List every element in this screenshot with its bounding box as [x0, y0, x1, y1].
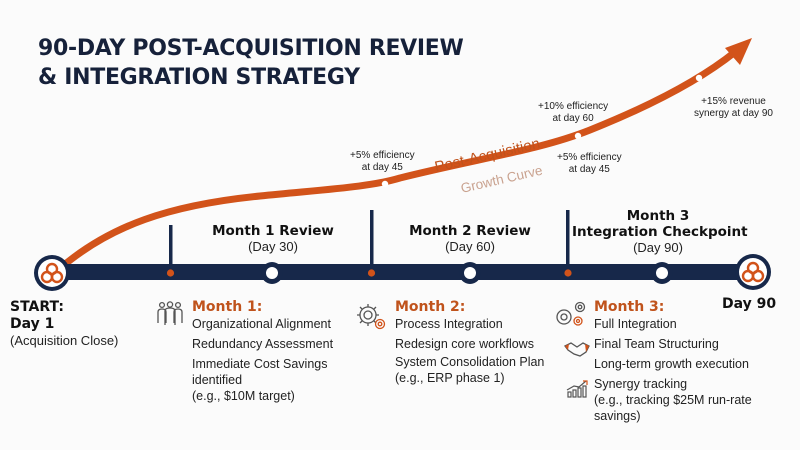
gears-icon	[357, 304, 386, 330]
milestone-month3-checkpoint: Month 3 Integration Checkpoint (Day 90)	[572, 208, 748, 255]
handshake-icon	[564, 342, 590, 357]
month1-panel: Month 1: Organizational Alignment Redund…	[192, 299, 333, 404]
month3-item: (e.g., tracking $25M run-rate	[594, 393, 752, 407]
timeline-track	[60, 264, 750, 280]
month1-heading: Month 1:	[192, 299, 263, 315]
month2-heading: Month 2:	[395, 299, 466, 315]
growth-chart-icon	[566, 380, 588, 398]
month1-item: Immediate Cost Savings	[192, 357, 328, 371]
growth-curve	[54, 48, 739, 274]
annotation-efficiency-day45-b: +5% efficiency at day 45	[557, 152, 622, 175]
growth-arrowhead	[725, 38, 752, 65]
month2-item: Redesign core workflows	[395, 337, 534, 351]
month2-item: (e.g., ERP phase 1)	[395, 371, 505, 385]
month3-item: Final Team Structuring	[594, 337, 719, 351]
month2-item: Process Integration	[395, 317, 503, 331]
month3-item: Synergy tracking	[594, 377, 688, 391]
team-people-icon	[157, 301, 183, 325]
page-title: 90-DAY POST-ACQUISITION REVIEW & INTEGRA…	[38, 34, 464, 92]
title-line-2: & INTEGRATION STRATEGY	[38, 65, 360, 90]
month3-item: savings)	[594, 409, 641, 423]
month1-item: Redundancy Assessment	[192, 337, 334, 351]
month3-panel: Month 3: Full Integration Final Team Str…	[594, 299, 752, 424]
annotation-efficiency-day45-a: +5% efficiency at day 45	[350, 150, 415, 173]
month1-item: Organizational Alignment	[192, 317, 331, 331]
month1-item: identified	[192, 373, 243, 387]
milestone-month1-review: Month 1 Review (Day 30)	[212, 223, 334, 254]
annotation-efficiency-day60: +10% efficiency at day 60	[538, 101, 609, 124]
start-label: START: Day 1 (Acquisition Close)	[10, 299, 119, 348]
milestone-month2-review: Month 2 Review (Day 60)	[409, 223, 531, 254]
month1-item: (e.g., $10M target)	[192, 389, 295, 403]
month2-item: System Consolidation Plan	[395, 355, 545, 369]
gears-icon	[556, 301, 586, 326]
month3-heading: Month 3:	[594, 299, 665, 315]
title-line-1: 90-DAY POST-ACQUISITION REVIEW	[38, 36, 464, 61]
annotation-revenue-synergy-day90: +15% revenue synergy at day 90	[694, 96, 773, 119]
month2-panel: Month 2: Process Integration Redesign co…	[395, 299, 544, 386]
end-label: Day 90	[722, 296, 777, 312]
month3-item: Full Integration	[594, 317, 677, 331]
month3-item: Long-term growth execution	[594, 357, 749, 371]
